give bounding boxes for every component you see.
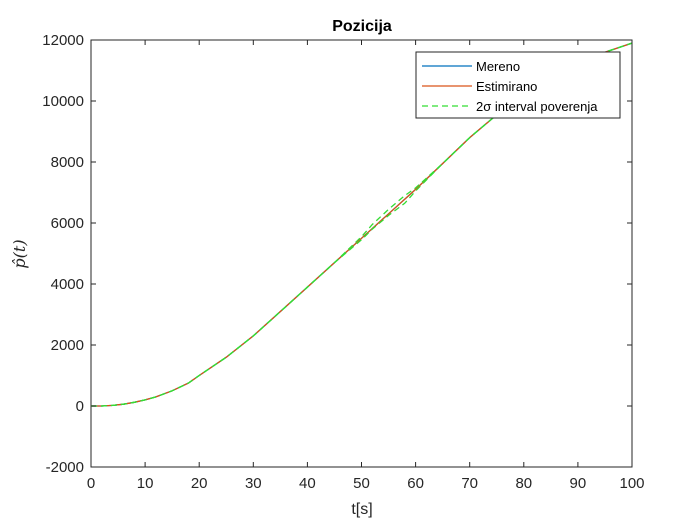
x-tick-label: 30 <box>245 475 262 492</box>
x-axis-ticks: 0 10 20 30 40 50 60 70 80 90 100 <box>87 40 645 492</box>
x-tick-label: 100 <box>619 475 644 492</box>
y-tick-label: 0 <box>76 398 84 415</box>
x-tick-label: 20 <box>191 475 208 492</box>
legend-label: Estimirano <box>476 79 537 94</box>
x-tick-label: 60 <box>407 475 424 492</box>
chart-title: Pozicija <box>332 18 392 35</box>
legend-label: Mereno <box>476 59 520 74</box>
y-axis-label: p̂(t) <box>10 239 29 268</box>
x-tick-label: 70 <box>461 475 478 492</box>
legend-label: 2σ interval poverenja <box>476 99 598 114</box>
x-tick-label: 10 <box>137 475 154 492</box>
x-tick-label: 80 <box>515 475 532 492</box>
y-tick-label: 4000 <box>51 276 84 293</box>
x-tick-label: 90 <box>570 475 587 492</box>
x-tick-label: 0 <box>87 475 95 492</box>
x-axis-label: t[s] <box>351 501 372 518</box>
y-tick-label: 6000 <box>51 215 84 232</box>
y-tick-label: 12000 <box>42 32 84 49</box>
y-tick-label: 2000 <box>51 337 84 354</box>
series-line-3 <box>91 42 633 407</box>
x-tick-label: 40 <box>299 475 316 492</box>
y-tick-label: -2000 <box>46 459 84 476</box>
x-tick-label: 50 <box>353 475 370 492</box>
y-tick-label: 10000 <box>42 93 84 110</box>
legend: Mereno Estimirano 2σ interval poverenja <box>415 51 621 119</box>
y-tick-label: 8000 <box>51 154 84 171</box>
legend-box <box>415 51 621 119</box>
y-axis-ticks: -2000 0 2000 4000 6000 8000 10000 12000 <box>42 32 632 476</box>
